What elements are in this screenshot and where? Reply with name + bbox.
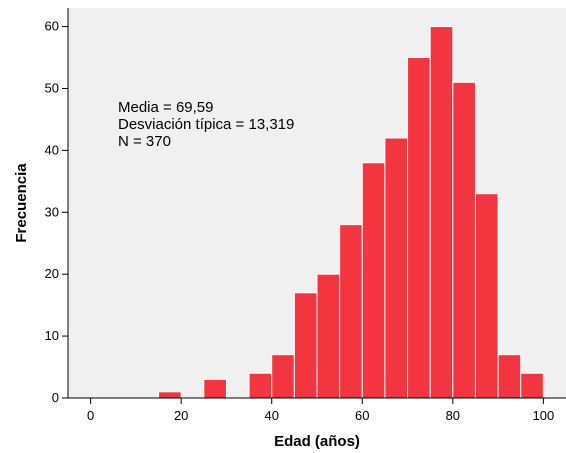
histogram-bar [339,224,363,399]
stats-line: Media = 69,59 [118,99,214,116]
x-tick-label: 40 [264,408,278,423]
histogram-bar [384,137,409,399]
y-tick-label: 30 [45,204,59,219]
y-tick-label: 60 [45,19,59,34]
histogram-bar [407,57,431,399]
histogram-bar [158,391,182,399]
histogram-bar [293,292,318,399]
histogram-bar [474,193,499,399]
histogram-bar [429,26,454,399]
y-tick-label: 0 [52,390,59,405]
histogram-bar [361,162,386,399]
x-axis: 0 20 40 60 80 100 [68,397,566,423]
y-axis-title: Frecuencia [13,163,30,243]
x-tick-label: 60 [355,408,369,423]
y-axis: 0 10 20 30 40 50 60 [45,8,69,405]
x-axis-title: Edad (años) [274,433,360,450]
y-tick-label: 40 [45,142,59,157]
x-tick-label: 80 [446,408,460,423]
histogram-bar [271,354,295,399]
stats-line: N = 370 [118,133,171,150]
bars-group [158,26,544,399]
histogram-bar [452,81,476,399]
y-tick-label: 50 [45,80,59,95]
stats-line: Desviación típica = 13,319 [118,116,294,133]
x-tick-label: 0 [87,408,94,423]
y-tick-label: 20 [45,266,59,281]
x-tick-label: 100 [533,408,555,423]
histogram-bar [520,372,544,399]
y-tick-label: 10 [45,328,59,343]
x-tick-label: 20 [174,408,188,423]
histogram-bar [316,273,341,399]
histogram-bar [203,378,227,399]
histogram-bar [248,372,273,399]
histogram-bar [497,354,522,399]
